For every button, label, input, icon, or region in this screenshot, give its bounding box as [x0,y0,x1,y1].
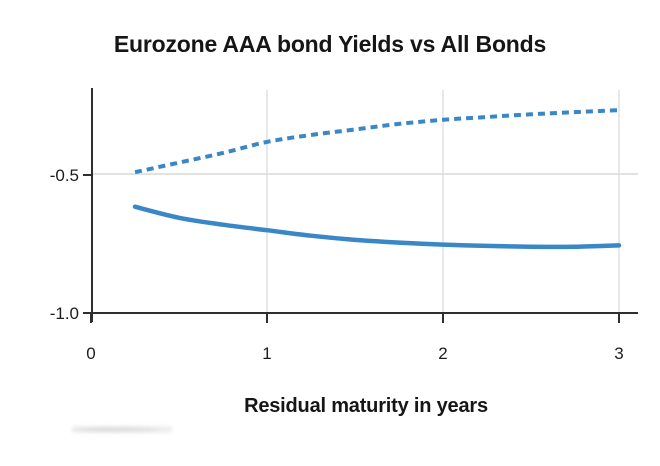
x-tick-label: 0 [86,344,95,363]
y-tick-label: -1.0 [50,304,79,323]
watermark-smudge [72,424,172,435]
x-tick-label: 1 [262,344,271,363]
x-tick-label: 2 [438,344,447,363]
y-tick-label: -0.5 [50,166,79,185]
x-tick-label: 3 [614,344,623,363]
x-axis-label: Residual maturity in years [244,395,488,417]
series-solid-lower-line [132,204,622,250]
chart-title: Eurozone AAA bond Yields vs All Bonds [113,31,547,57]
series-dashed-upper-line [134,108,620,175]
